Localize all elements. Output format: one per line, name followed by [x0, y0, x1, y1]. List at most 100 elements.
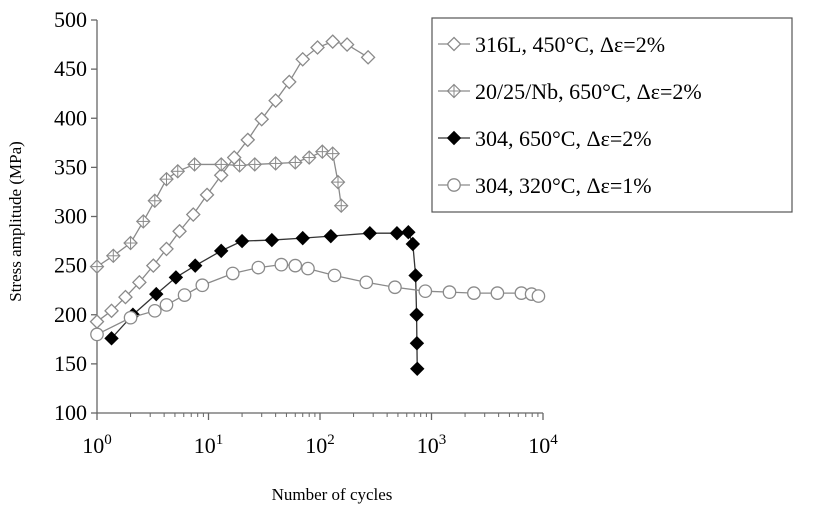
data-point	[168, 270, 184, 285]
data-point	[185, 207, 201, 222]
data-point	[225, 266, 240, 281]
data-point	[388, 280, 402, 295]
data-point	[104, 331, 119, 346]
data-point	[159, 298, 174, 312]
data-point	[301, 261, 315, 276]
data-point	[274, 257, 289, 272]
data-point	[360, 49, 376, 65]
y-tick-label: 150	[54, 351, 87, 376]
y-tick-label: 500	[54, 7, 87, 32]
y-tick-label: 250	[54, 253, 87, 278]
data-point	[135, 214, 151, 229]
legend-label: 304, 320°C, Δε=1%	[475, 173, 652, 198]
data-point	[409, 307, 424, 322]
data-point	[247, 157, 263, 172]
data-point	[131, 274, 147, 290]
legend-item: 304, 650°C, Δε=2%	[438, 126, 652, 151]
data-point	[531, 289, 546, 303]
series-2	[89, 144, 349, 274]
data-point	[325, 146, 341, 161]
data-point	[490, 286, 505, 300]
data-point	[188, 258, 203, 273]
data-point	[264, 232, 280, 248]
x-axis-title: Number of cycles	[272, 485, 393, 504]
data-point	[232, 158, 247, 173]
legend-marker	[446, 36, 462, 52]
y-tick-label: 450	[54, 56, 87, 81]
data-point	[213, 167, 229, 183]
x-tick-label: 100	[82, 432, 112, 458]
y-axis-title: Stress amplitude (MPa)	[6, 141, 25, 302]
data-point	[195, 278, 210, 293]
legend-item: 304, 320°C, Δε=1%	[438, 173, 652, 198]
data-point	[310, 40, 325, 55]
data-point	[213, 157, 229, 172]
data-point	[418, 284, 433, 299]
data-point	[362, 225, 378, 241]
data-point	[90, 327, 104, 342]
series-4	[90, 257, 546, 342]
legend-box	[431, 17, 793, 213]
x-tick-label: 101	[194, 432, 224, 458]
y-tick-label: 100	[54, 400, 87, 425]
data-point	[123, 235, 138, 251]
data-point	[89, 314, 105, 330]
data-point	[410, 361, 425, 376]
legend: 316L, 450°C, Δε=2% 20/25/Nb, 650°C, Δε=2%…	[431, 17, 793, 213]
data-point	[172, 223, 187, 239]
data-point	[240, 132, 256, 148]
y-tick-label: 300	[54, 204, 87, 229]
data-point	[170, 163, 186, 179]
data-point	[401, 225, 416, 240]
data-point	[268, 156, 283, 171]
data-point	[254, 111, 270, 127]
data-point	[147, 303, 162, 318]
x-tick-label: 102	[305, 432, 335, 458]
legend-label: 304, 650°C, Δε=2%	[475, 126, 652, 151]
data-point	[234, 233, 250, 249]
legend-marker	[446, 130, 462, 146]
data-point	[89, 259, 105, 274]
data-point	[409, 336, 425, 351]
data-point	[295, 51, 311, 67]
data-point	[442, 285, 457, 300]
y-tick-label: 400	[54, 105, 87, 130]
series-line	[111, 231, 418, 369]
data-point	[295, 230, 310, 246]
data-point	[147, 193, 163, 209]
data-point	[149, 286, 164, 302]
y-tick-label: 350	[54, 154, 87, 179]
series-3	[104, 225, 425, 376]
legend-marker	[446, 83, 462, 99]
legend-item: 20/25/Nb, 650°C, Δε=2%	[438, 79, 702, 104]
data-point	[301, 150, 317, 165]
data-point	[187, 157, 202, 172]
legend-label: 20/25/Nb, 650°C, Δε=2%	[475, 79, 702, 104]
legend-marker	[447, 178, 461, 192]
data-point	[333, 198, 349, 214]
data-point	[327, 268, 342, 283]
data-point	[389, 225, 405, 241]
data-point	[213, 243, 229, 259]
data-point	[325, 34, 341, 50]
data-point	[467, 286, 481, 300]
data-point	[118, 289, 133, 305]
data-point	[281, 74, 297, 90]
series-layer	[89, 34, 546, 376]
data-point	[268, 93, 284, 108]
data-point	[408, 268, 423, 283]
axes: 100 150 200 250 300 350 400 450 500 100 101 102 103 1…	[6, 7, 558, 504]
data-point	[105, 248, 121, 264]
data-point	[339, 37, 355, 52]
legend-item: 316L, 450°C, Δε=2%	[438, 32, 665, 57]
x-tick-label: 103	[417, 432, 447, 458]
data-point	[251, 260, 266, 275]
data-point	[315, 144, 330, 160]
data-point	[323, 228, 339, 244]
y-tick-label: 200	[54, 302, 87, 327]
data-point	[177, 288, 192, 302]
data-point	[288, 258, 303, 273]
data-point	[359, 275, 374, 290]
legend-label: 316L, 450°C, Δε=2%	[475, 32, 665, 57]
